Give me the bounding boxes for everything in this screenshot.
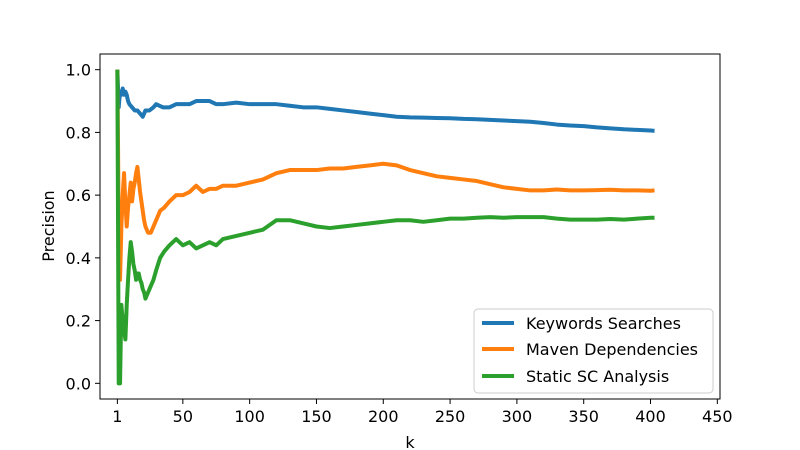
legend: Keywords Searches Maven Dependencies Sta… bbox=[473, 308, 714, 394]
y-tick-label: 0.2 bbox=[66, 312, 91, 331]
y-axis-ticks: 0.0 0.2 0.4 0.6 0.8 1.0 bbox=[66, 61, 100, 393]
x-tick-label: 300 bbox=[502, 407, 533, 426]
y-tick-label: 0.8 bbox=[66, 123, 91, 142]
y-tick-label: 0.6 bbox=[66, 186, 91, 205]
legend-label-maven-dependencies: Maven Dependencies bbox=[526, 340, 698, 359]
series-line-maven-dependencies bbox=[115, 69, 655, 282]
x-tick-label: 150 bbox=[301, 407, 332, 426]
y-tick-label: 1.0 bbox=[66, 61, 91, 80]
series-line-keywords-searches bbox=[115, 69, 655, 133]
x-tick-label: 450 bbox=[702, 407, 733, 426]
legend-box bbox=[473, 308, 714, 394]
x-tick-label: 200 bbox=[368, 407, 399, 426]
x-tick-label: 250 bbox=[435, 407, 466, 426]
legend-label-static-sc-analysis: Static SC Analysis bbox=[526, 367, 669, 386]
series-layer bbox=[115, 69, 655, 386]
x-tick-label: 400 bbox=[635, 407, 666, 426]
y-tick-label: 0.4 bbox=[66, 249, 91, 268]
x-tick-label: 100 bbox=[234, 407, 265, 426]
y-axis-label: Precision bbox=[39, 190, 58, 261]
series-line-static-sc-analysis bbox=[115, 69, 655, 386]
x-tick-label: 50 bbox=[173, 407, 193, 426]
y-tick-label: 0.0 bbox=[66, 374, 91, 393]
axes-frame bbox=[99, 53, 721, 400]
x-tick-label: 1 bbox=[112, 407, 122, 426]
x-axis-label: k bbox=[405, 433, 415, 450]
x-tick-label: 350 bbox=[568, 407, 599, 426]
legend-label-keywords-searches: Keywords Searches bbox=[526, 314, 681, 333]
x-axis-ticks: 1 50 100 150 200 250 300 350 400 450 bbox=[112, 399, 733, 426]
